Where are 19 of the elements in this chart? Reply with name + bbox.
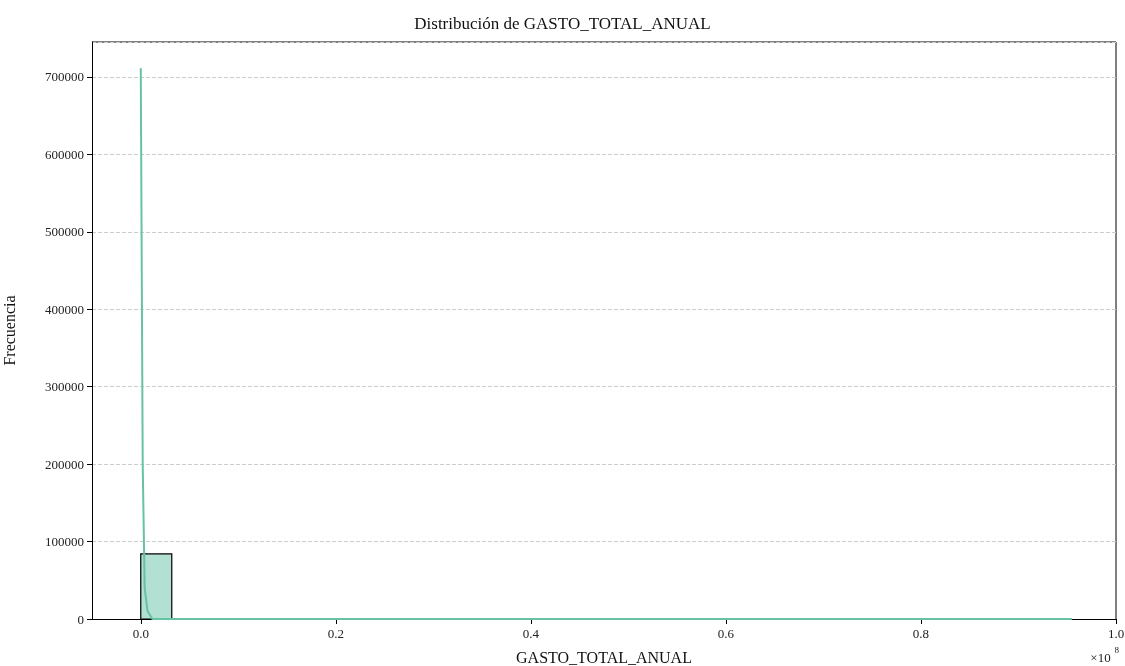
y-axis-title: Frecuencia	[0, 295, 18, 366]
y-tick-label: 300000	[45, 379, 84, 395]
y-tick-label: 400000	[45, 301, 84, 317]
y-tick-label: 100000	[45, 534, 84, 550]
line-series	[139, 68, 1073, 620]
y-tick-label: 0	[77, 611, 84, 627]
y-tick-label: 500000	[45, 224, 84, 240]
x-tick-label: 0.0	[132, 626, 149, 641]
x-tick-label: 0.8	[912, 626, 930, 641]
chart-title: Distribución de GASTO_TOTAL_ANUAL	[414, 14, 711, 33]
text: ×108	[1090, 644, 1120, 665]
y-tick-label: 200000	[45, 456, 84, 472]
x-axis-title: GASTO_TOTAL_ANUAL	[516, 648, 692, 666]
x-tick-label: 0.2	[327, 626, 344, 641]
y-tick-label: 600000	[45, 146, 84, 162]
y-tick-label: 700000	[45, 69, 84, 85]
x-tick-label: 0.6	[717, 626, 735, 641]
x-tick-label: 1.0	[1107, 626, 1125, 641]
x-tick-label: 0.4	[522, 626, 540, 641]
